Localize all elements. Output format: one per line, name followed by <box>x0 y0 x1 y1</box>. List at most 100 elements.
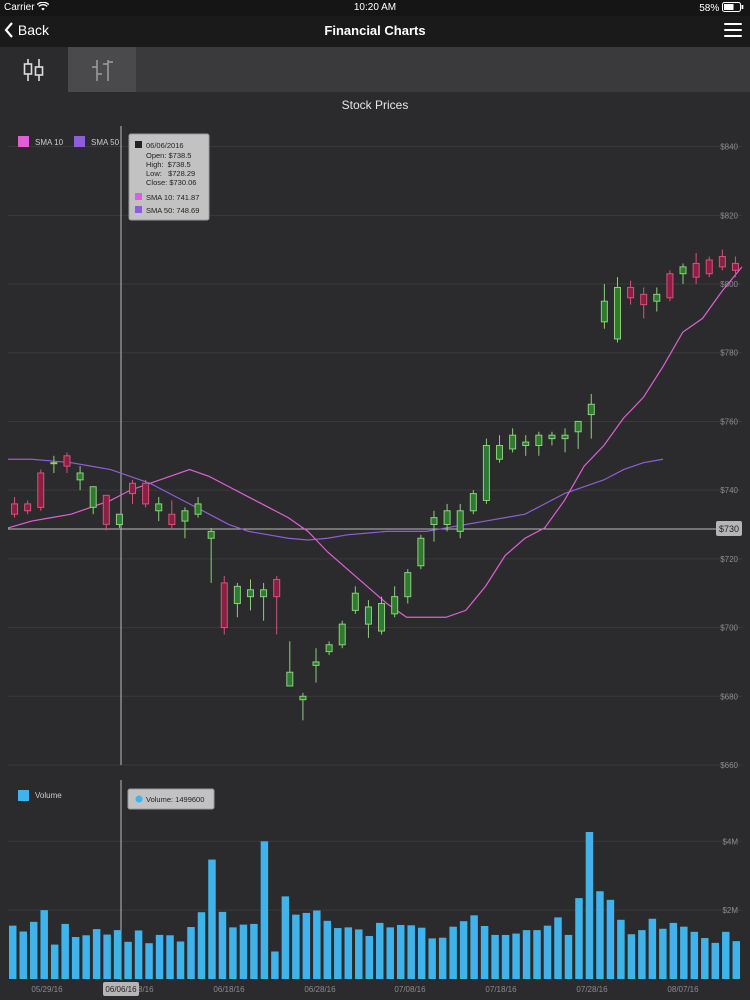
hamburger-menu-icon[interactable] <box>724 23 742 39</box>
volume-tooltip: Volume: 1499600 <box>127 788 215 810</box>
candle <box>89 486 97 515</box>
candlestick-icon <box>23 58 44 81</box>
volume-bar <box>407 925 415 979</box>
candle <box>522 435 530 456</box>
volume-bar <box>711 942 720 979</box>
candle <box>718 249 726 271</box>
candle <box>587 393 595 439</box>
volume-bar <box>722 931 730 979</box>
candle <box>115 513 123 528</box>
legend-sma50-swatch <box>74 136 85 147</box>
candle <box>469 490 477 515</box>
candle <box>142 479 150 508</box>
volume-bar <box>82 935 90 979</box>
volume-bar <box>585 832 594 979</box>
candle <box>679 263 687 285</box>
candle <box>325 641 333 656</box>
volume-bar <box>250 923 258 979</box>
carrier-label: Carrier <box>4 1 50 13</box>
volume-bar <box>376 922 384 979</box>
navigation-bar: Back Financial Charts <box>0 16 750 47</box>
candle <box>548 431 556 446</box>
volume-bar <box>29 921 38 979</box>
candle <box>338 620 346 649</box>
volume-tooltip-text: Volume: 1499600 <box>146 795 204 804</box>
tooltip-high: High: $738.5 <box>146 160 191 169</box>
candle <box>260 582 268 621</box>
candle <box>430 510 438 542</box>
candle <box>496 435 504 463</box>
back-label: Back <box>17 22 50 38</box>
volume-bar <box>239 924 248 979</box>
price-tick-label: $780 <box>720 349 738 358</box>
volume-bar <box>92 929 101 979</box>
candle <box>233 582 241 618</box>
volume-bar <box>166 935 174 979</box>
price-tick-label: $760 <box>720 417 738 426</box>
volume-bar <box>491 934 499 979</box>
legend-volume-swatch <box>18 790 29 801</box>
volume-chart[interactable]: $4M$2M 05/29/1606/08/1606/18/1606/28/160… <box>0 780 750 1000</box>
date-tick-label: 07/18/16 <box>485 985 517 994</box>
volume-bar <box>732 941 740 979</box>
price-tick-label: $800 <box>720 280 738 289</box>
candle <box>181 507 189 539</box>
volume-bar <box>533 930 541 979</box>
tooltip-open: Open: $738.5 <box>146 151 191 160</box>
candle <box>627 280 635 305</box>
volume-bar <box>564 934 573 979</box>
volume-bar <box>459 921 468 979</box>
sma50-line <box>8 458 664 541</box>
volume-bar <box>71 937 80 979</box>
volume-bar <box>690 931 699 979</box>
price-tick-label: $820 <box>720 211 738 220</box>
volume-bar <box>145 943 153 979</box>
tab-candlestick[interactable] <box>0 47 68 92</box>
volume-bar <box>187 927 195 979</box>
candle <box>666 270 674 302</box>
volume-bar <box>61 923 69 979</box>
candle <box>731 256 739 278</box>
volume-bar <box>113 930 122 979</box>
price-gridlines <box>8 146 742 766</box>
volume-bar <box>596 891 604 979</box>
battery-percent: 58% <box>699 3 720 14</box>
date-tick-label: 08/07/16 <box>667 985 699 994</box>
tab-ohlc[interactable] <box>68 47 136 92</box>
date-tick-label: 06/18/16 <box>213 985 245 994</box>
status-bar: Carrier 10:20 AM 58% <box>0 0 750 16</box>
candle <box>509 428 517 453</box>
candle <box>50 455 58 473</box>
chevron-left-icon <box>4 22 13 38</box>
volume-bar <box>438 937 447 979</box>
candle <box>220 576 228 635</box>
chart-title: Stock Prices <box>341 98 409 112</box>
candle <box>207 527 215 583</box>
volume-bar <box>197 912 206 979</box>
volume-bar <box>470 915 478 979</box>
candle <box>705 256 713 278</box>
volume-bar <box>313 910 321 979</box>
back-button[interactable]: Back <box>4 22 49 38</box>
volume-bar <box>701 938 709 979</box>
volume-bar <box>669 922 678 979</box>
candle <box>246 579 254 611</box>
price-chart[interactable]: $660 $680 $700 $720 $740 $760 $780 $800 $820 $840… <box>0 120 750 800</box>
legend-sma10-label: SMA 10 <box>35 138 64 147</box>
ohlc-icon <box>92 59 113 81</box>
volume-bar <box>606 899 615 979</box>
price-tick-label: $720 <box>720 555 738 564</box>
legend-sma10-swatch <box>18 136 29 147</box>
candles <box>11 249 739 721</box>
volume-bar <box>659 928 667 979</box>
volume-bar <box>124 941 132 979</box>
volume-bar <box>302 912 311 979</box>
candle <box>443 503 451 532</box>
volume-bar <box>680 926 688 979</box>
crosshair-date-label: 06/06/16 <box>105 985 137 994</box>
volume-bar <box>281 896 290 979</box>
volume-gridlines <box>8 840 742 911</box>
candle <box>168 500 176 528</box>
candle <box>482 438 490 504</box>
volume-bar <box>50 944 59 979</box>
